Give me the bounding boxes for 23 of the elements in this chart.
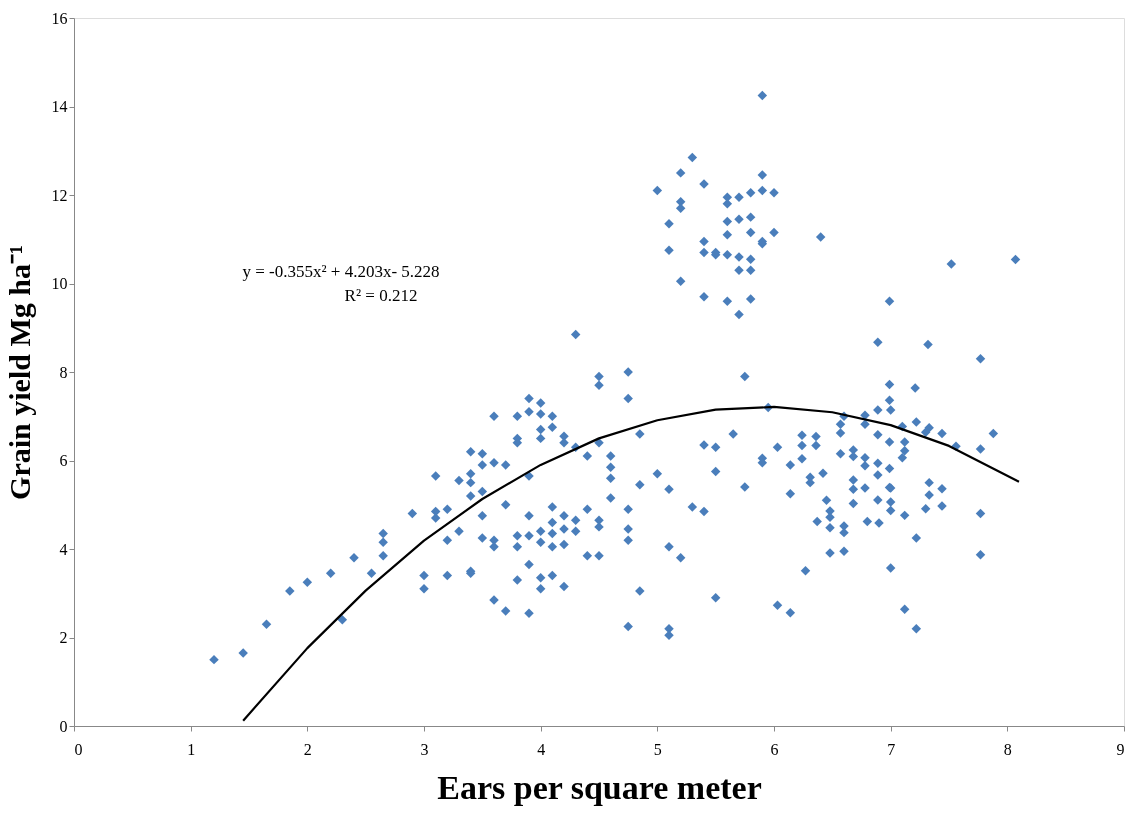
x-tick-label: 9 [1116, 740, 1125, 758]
x-tick-label: 3 [420, 740, 429, 758]
annotation: R² = 0.212 [344, 286, 418, 305]
x-tick-label: 0 [74, 740, 83, 758]
y-tick-label: 4 [59, 540, 68, 558]
y-tick-label: 6 [59, 452, 68, 469]
y-tick-label: 8 [59, 363, 68, 381]
x-tick-label: 4 [537, 740, 546, 758]
y-tick-label: 16 [51, 9, 68, 27]
y-axis-title: Grain yield Mg ha⁻¹ [2, 245, 36, 500]
x-tick-label: 2 [303, 740, 312, 758]
x-tick-label: 5 [653, 740, 662, 758]
x-tick-label: 1 [187, 740, 196, 758]
x-tick-label: 7 [887, 740, 896, 758]
y-tick-label: 0 [59, 717, 68, 735]
y-tick-label: 10 [51, 275, 68, 292]
x-tick-label: 8 [1003, 740, 1012, 758]
y-tick-label: 12 [51, 186, 68, 204]
x-tick-label: 6 [770, 740, 779, 758]
x-axis-title: Ears per square meter [437, 768, 762, 806]
y-tick-label: 14 [51, 98, 68, 115]
y-tick-label: 2 [59, 629, 68, 646]
annotation: y = -0.355x² + 4.203x- 5.228 [242, 262, 440, 281]
